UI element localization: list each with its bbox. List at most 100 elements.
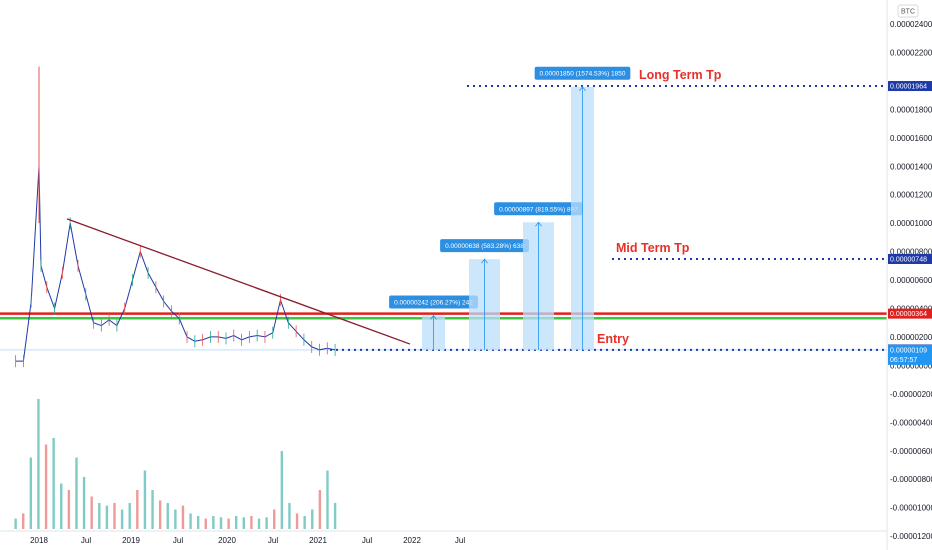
volume-bar-26 <box>212 516 215 529</box>
projection-arrowhead-2 <box>535 221 542 227</box>
level-label-1: Mid Term Tp <box>616 241 690 255</box>
price-axis[interactable]: 0.00002400 0.00002200 0.00001964 0.00001800… <box>886 0 932 550</box>
volume-bar-14 <box>120 509 124 529</box>
volume-bars <box>14 399 337 529</box>
price-badges: 0.000019640.000007480.000003640.00000112… <box>888 81 932 365</box>
x-tick-label-3: Jul <box>173 536 183 545</box>
time-axis[interactable]: 2018 Jul 2019 Jul 2020 Jul 2021 Jul 2022 Jul <box>0 530 887 545</box>
y-tick-label-8: 0.00000800 <box>890 248 932 257</box>
volume-bar-4 <box>44 444 48 529</box>
volume-bar-10 <box>90 496 93 529</box>
volume-bar-19 <box>158 500 162 529</box>
level-label-2: Entry <box>597 332 629 346</box>
volume-bar-23 <box>189 513 192 529</box>
volume-bar-17 <box>143 470 147 529</box>
y-tick-label-1: 0.00002200 <box>890 48 932 57</box>
y-tick-label-3: 0.00001800 <box>890 105 932 114</box>
volume-bar-42 <box>333 503 337 529</box>
volume-bar-38 <box>303 516 306 529</box>
projection-arrowhead-3 <box>579 86 586 91</box>
y-tick-label-22: -0.00001200 <box>890 532 932 541</box>
price-series <box>15 66 336 368</box>
projection-label-2: 0.00000897 (819.55%) 897 <box>499 206 578 213</box>
volume-bar-39 <box>311 509 314 529</box>
y-tick-label-6: 0.00001200 <box>890 191 932 200</box>
volume-bar-18 <box>151 490 154 529</box>
x-tick-label-9: Jul <box>455 536 465 545</box>
x-tick-labels: 2018 Jul 2019 Jul 2020 Jul 2021 Jul 2022 Jul <box>30 536 465 545</box>
y-tick-label-0: 0.00002400 <box>890 20 932 29</box>
volume-bar-22 <box>181 505 185 529</box>
x-tick-label-4: 2020 <box>218 536 236 545</box>
projection-label-0: 0.00000242 (206.27%) 242 <box>394 299 473 306</box>
volume-bar-5 <box>52 438 55 529</box>
price-badge-4 <box>888 344 932 365</box>
descending-trendline[interactable] <box>66 218 411 345</box>
volume-bar-35 <box>280 451 284 529</box>
level-lines <box>0 85 887 351</box>
x-tick-label-7: Jul <box>362 536 372 545</box>
volume-bar-2 <box>29 457 33 529</box>
volume-bar-12 <box>105 505 109 529</box>
volume-bar-11 <box>98 503 101 529</box>
price-badge-text-0: 0.00001964 <box>890 84 927 91</box>
volume-bar-27 <box>219 517 223 529</box>
volume-bar-33 <box>265 517 268 529</box>
volume-bar-31 <box>250 516 253 529</box>
volume-bar-21 <box>174 509 177 529</box>
x-tick-label-6: 2021 <box>309 536 327 545</box>
y-tick-label-17: -0.00000200 <box>890 390 932 399</box>
volume-bar-40 <box>318 490 322 529</box>
volume-bar-41 <box>326 470 329 529</box>
y-tick-label-13: 0.00000200 <box>890 333 932 342</box>
volume-bar-20 <box>166 503 169 529</box>
price-line[interactable] <box>15 166 336 362</box>
projection-boxes: 0.00000242 (206.27%) 242 0.00000638 (583.… <box>389 66 631 350</box>
x-tick-label-8: 2022 <box>403 536 421 545</box>
volume-bar-25 <box>204 518 207 529</box>
volume-bar-34 <box>273 509 276 529</box>
x-tick-label-2: 2019 <box>122 536 140 545</box>
projection-label-bg-3 <box>534 66 631 80</box>
volume-bar-15 <box>128 503 131 529</box>
y-tick-label-18: -0.00000400 <box>890 418 932 427</box>
volume-bar-16 <box>136 490 139 529</box>
volume-bar-32 <box>257 518 261 529</box>
volume-bar-36 <box>288 503 291 529</box>
price-badge-0 <box>888 81 932 92</box>
volume-bar-24 <box>196 516 200 529</box>
x-tick-label-0: 2018 <box>30 536 48 545</box>
y-tick-label-19: -0.00000600 <box>890 447 932 456</box>
y-tick-label-5: 0.00001400 <box>890 162 932 171</box>
level-annotations: Long Term Tp Mid Term Tp Entry <box>597 68 722 346</box>
y-tick-label-7: 0.00001000 <box>890 219 932 228</box>
volume-bar-30 <box>242 517 246 529</box>
price-badge-text-1: 0.00000748 <box>890 256 927 263</box>
y-tick-label-20: -0.00000800 <box>890 475 932 484</box>
y-tick-label-10: 0.00000600 <box>890 276 932 285</box>
chart-area[interactable]: 0.00000242 (206.27%) 242 0.00000638 (583.… <box>0 66 887 529</box>
y-tick-label-16: 0.00000000 <box>890 361 932 370</box>
volume-bar-13 <box>113 503 116 529</box>
trendline-layer <box>66 218 411 345</box>
symbol-box[interactable]: BTC <box>897 4 919 18</box>
projection-label-1: 0.00000638 (583.28%) 638 <box>445 243 524 250</box>
price-badge-text-2: 0.00000364 <box>890 311 927 318</box>
projection-label-bg-0 <box>389 295 478 309</box>
projection-label-bg-2 <box>494 202 583 216</box>
volume-bar-0 <box>14 518 17 529</box>
volume-bar-28 <box>227 518 230 529</box>
symbol-label: BTC <box>901 9 915 16</box>
countdown-text: 06:57:57 <box>890 357 917 364</box>
volume-bar-3 <box>37 399 40 529</box>
projection-arrowhead-0 <box>430 314 437 320</box>
y-tick-labels: 0.00002400 0.00002200 0.00001964 0.00001800… <box>890 20 932 541</box>
volume-bar-6 <box>60 483 63 529</box>
projection-label-bg-1 <box>440 239 529 253</box>
projection-arrowhead-1 <box>481 258 488 264</box>
level-label-0: Long Term Tp <box>639 68 722 82</box>
y-tick-label-4: 0.00001600 <box>890 134 932 143</box>
volume-bar-9 <box>82 477 86 529</box>
price-badge-2 <box>888 308 932 319</box>
